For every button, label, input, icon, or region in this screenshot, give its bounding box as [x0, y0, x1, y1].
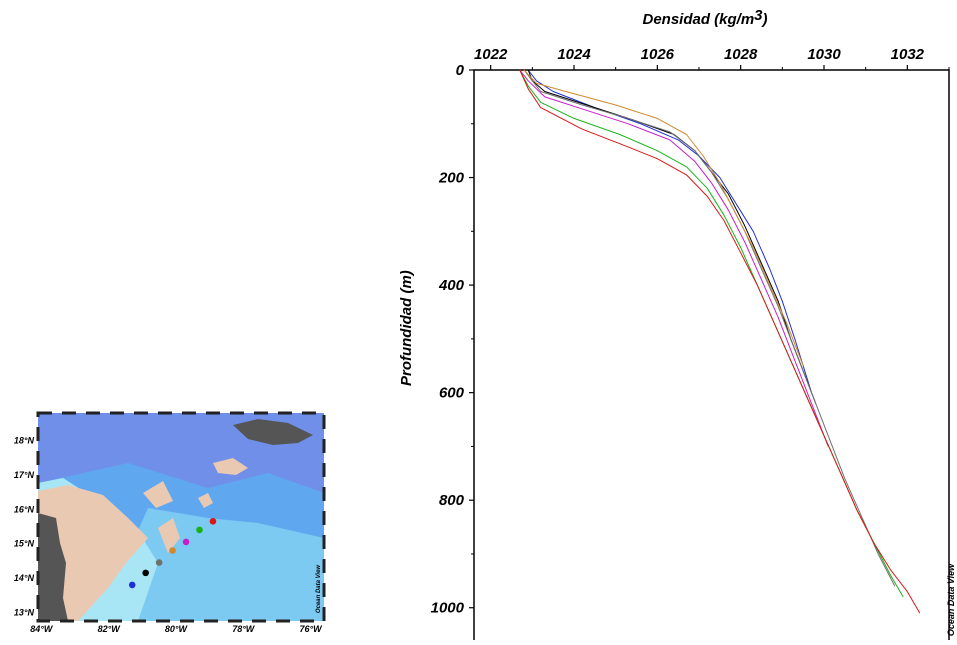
density-profile-line-7	[519, 69, 921, 614]
map-lon-label: 82°W	[98, 624, 122, 634]
station-marker	[128, 581, 136, 589]
density-profile-line-6	[519, 69, 904, 598]
map-lon-label: 78°W	[232, 624, 256, 634]
chart-svg: 1022 1024 1026 1028 1030 1032 Densidad (kg/m3)…	[398, 7, 956, 643]
y-tick-label: 200	[438, 170, 465, 187]
station-marker	[142, 569, 149, 577]
map-lat-label: 18°N	[14, 436, 35, 446]
nicaragua-rise-bank	[38, 485, 148, 621]
station-marker	[169, 547, 176, 554]
map-lat-label: 16°N	[14, 504, 35, 514]
map-lon-label: 80°W	[165, 624, 189, 634]
central-america-land	[38, 513, 68, 621]
density-profile-line-2	[527, 69, 817, 404]
x-axis-label: Densidad (kg/m3)	[642, 7, 767, 28]
map-lat-label: 13°N	[14, 607, 35, 617]
map-frame	[36, 411, 326, 623]
map-lat-label: 14°N	[14, 573, 35, 583]
station-marker	[209, 517, 217, 525]
y-axis-label: Profundidad (m)	[398, 270, 415, 386]
y-tick-label: 600	[439, 385, 465, 402]
map-lon-label: 76°W	[299, 624, 323, 634]
map-svg: 18°N 17°N 16°N 15°N 14°N 13°N 84°W 82°W 80°W 78°W…	[14, 411, 326, 634]
station-marker	[155, 559, 163, 566]
x-tick-label: 1032	[891, 46, 925, 63]
map-lat-label: 17°N	[14, 470, 35, 480]
x-tick-label: 1024	[557, 46, 591, 63]
map-content	[38, 413, 324, 621]
jamaica-land	[233, 419, 313, 445]
map-lat-label: 15°N	[14, 539, 35, 549]
x-tick-label: 1022	[474, 46, 508, 63]
y-tick-label: 0	[456, 62, 465, 79]
map-lon-label: 84°W	[30, 624, 54, 634]
density-profile-line-3	[523, 69, 896, 587]
pedro-bank	[213, 458, 248, 475]
density-profile-line-1	[527, 69, 812, 393]
bank-3	[198, 493, 213, 508]
bank-2	[158, 518, 180, 553]
y-tick-label: 800	[439, 492, 465, 509]
bank-1	[143, 481, 173, 508]
x-tick-label: 1026	[641, 46, 675, 63]
x-tick-label: 1028	[724, 46, 758, 63]
density-profile-line-5	[519, 69, 829, 447]
density-profile-chart: 1022 1024 1026 1028 1030 1032 Densidad (kg/m3)…	[380, 0, 957, 643]
plot-frame	[473, 69, 950, 643]
map-watermark: Ocean Data View	[316, 565, 322, 613]
density-profile-line-4	[523, 69, 804, 366]
station-marker	[196, 526, 203, 534]
y-tick-label: 400	[438, 277, 465, 294]
shelf-slope	[98, 508, 324, 621]
x-tick-label: 1030	[807, 46, 841, 63]
y-tick-label: 1000	[431, 600, 465, 617]
chart-watermark: Ocean Data View	[946, 563, 956, 636]
station-map: 18°N 17°N 16°N 15°N 14°N 13°N 84°W 82°W 80°W 78°W…	[0, 395, 340, 640]
station-marker	[182, 538, 190, 546]
